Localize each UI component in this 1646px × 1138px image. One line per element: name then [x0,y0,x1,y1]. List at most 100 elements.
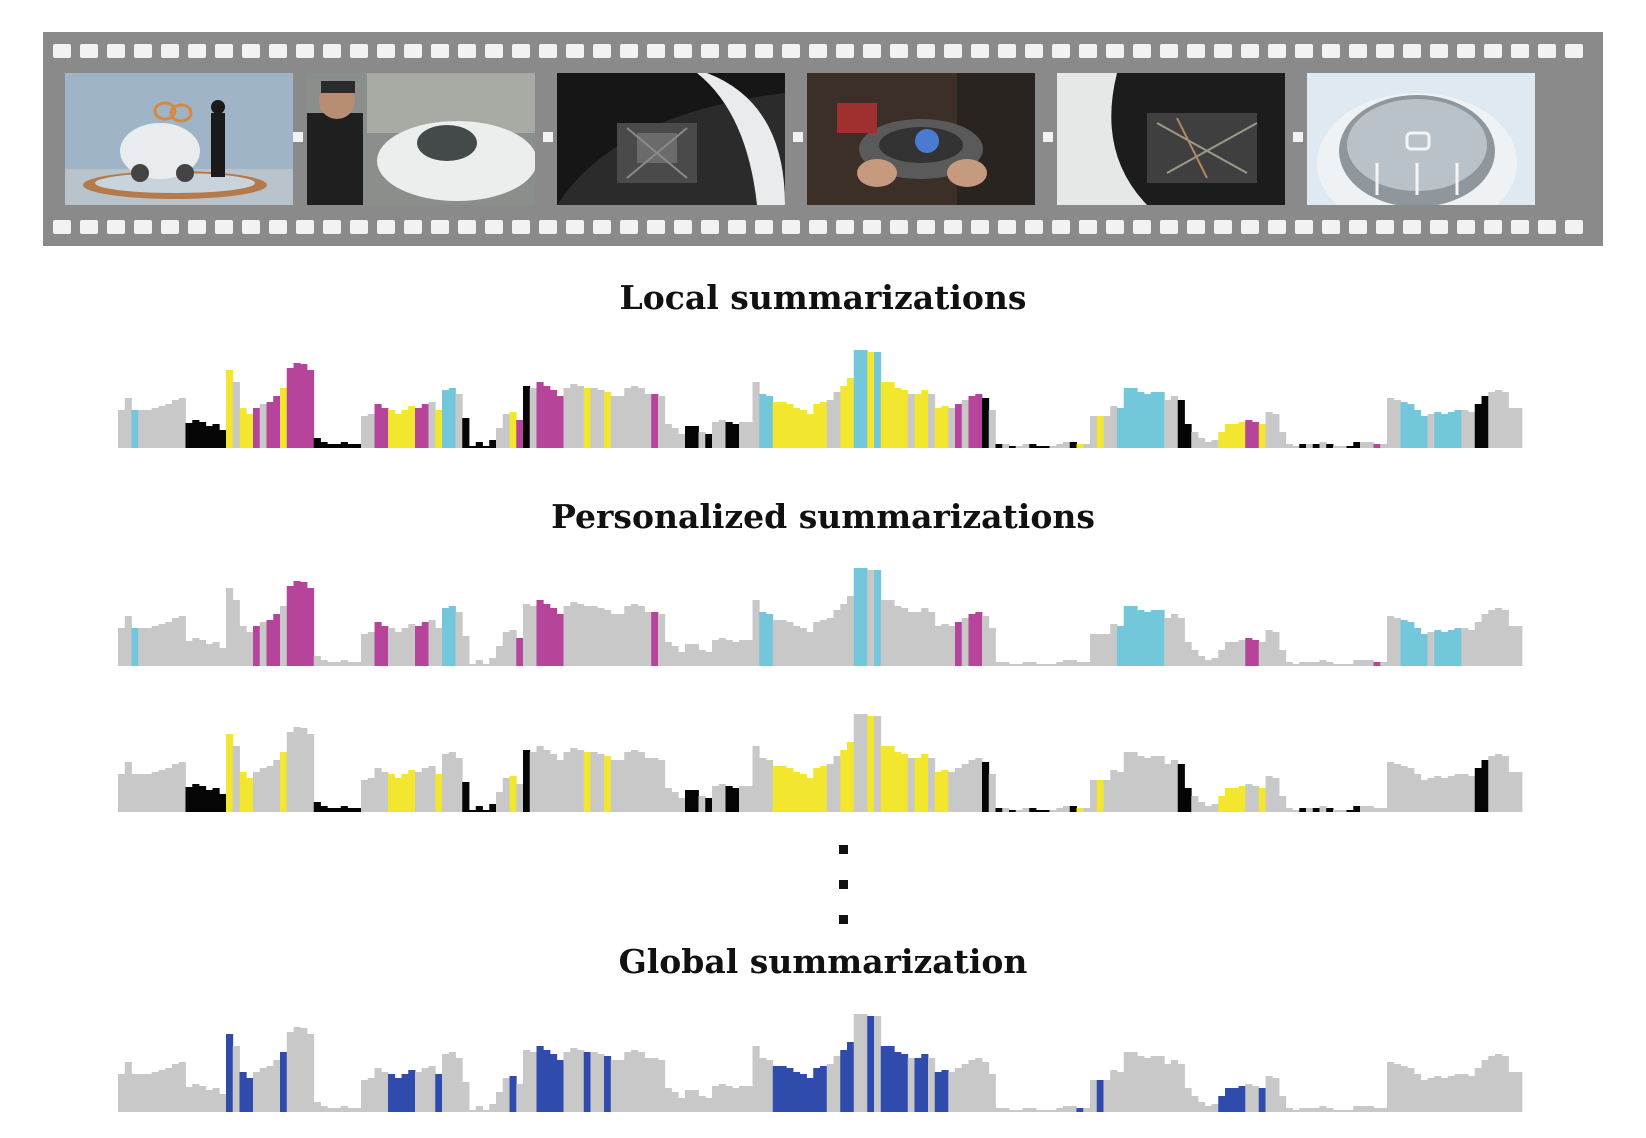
segment-bar [401,774,409,812]
segment-bar [860,1014,868,1112]
segment-bar [253,772,261,812]
segment-bar [232,1046,240,1112]
segment-bar [644,758,652,812]
segment-bar [982,398,990,448]
segment-bar [313,438,321,448]
segment-bar [469,810,477,812]
segment-bar [313,1102,321,1112]
segment-bar [1380,662,1388,666]
segment-bar [293,727,301,812]
segment-bar [604,1056,612,1112]
segment-bar [455,612,463,666]
segment-bar [118,628,126,666]
segment-bar [327,662,335,666]
segment-bar [813,1068,821,1112]
segment-bar [685,790,693,812]
film-perforation [1511,44,1529,58]
segment-bar [752,1046,760,1112]
segment-bar [793,626,801,666]
segment-bar [293,581,301,666]
segment-bar [280,388,288,448]
segment-bar [1015,446,1023,448]
segment-bar [745,1086,753,1112]
segment-bar [1508,772,1516,812]
segment-bar [1090,780,1098,812]
segment-bar [880,746,888,812]
segment-bar [712,786,720,812]
segment-bar [955,1068,963,1112]
segment-bar [1252,640,1260,666]
segment-bar [691,790,699,812]
segment-bar [1056,808,1064,812]
segment-bar [529,606,537,666]
film-perforation [512,44,530,58]
segment-bar [1022,1108,1030,1112]
segment-bar [1069,442,1077,448]
segment-bar [516,1084,524,1112]
segment-bar [462,1082,470,1112]
segment-bar [1481,1060,1489,1112]
segment-bar [982,616,990,666]
segment-bar [145,774,153,812]
segment-bar [583,752,591,812]
segment-bar [1461,1074,1469,1112]
segment-bar [482,446,490,448]
segment-bar [826,1064,834,1112]
segment-bar [178,398,186,448]
segment-bar [1468,1076,1476,1112]
segment-bar [1468,776,1476,812]
car-engine-closeup-frame-icon [557,73,785,205]
segment-bar [597,754,605,812]
segment-bar [826,400,834,448]
segment-bar [550,608,558,666]
segment-bar [1029,808,1037,812]
segment-bar [361,634,369,666]
segment-bar [1204,660,1212,666]
segment-bar [361,780,369,812]
film-perforation [755,44,773,58]
segment-bar [482,664,490,666]
segment-bar [637,606,645,666]
segment-bar [1252,1086,1260,1112]
film-perforation [107,220,125,234]
segment-bar [1333,446,1341,448]
segment-bar [340,1106,348,1112]
segment-bar [138,410,146,448]
segment-bar [482,1110,490,1112]
segment-bar [1063,1106,1071,1112]
segment-bar [1063,806,1071,812]
segment-bar [165,622,173,666]
segment-bar [1211,1104,1219,1112]
segment-bar [1414,1074,1422,1112]
segment-bar [246,632,254,666]
segment-bar [205,1090,213,1112]
film-perforation [998,44,1016,58]
segment-bar [745,640,753,666]
segment-bar [300,364,308,448]
segment-bar [205,790,213,812]
segment-bar [475,806,483,812]
segment-bar [232,382,240,448]
segment-bar [975,612,983,666]
film-perforation [890,44,908,58]
segment-bar [624,1052,632,1112]
segment-bar [570,748,578,812]
local-summarizations-title: Local summarizations [619,278,1027,317]
segment-bar [1009,446,1017,448]
segment-bar [624,388,632,448]
segment-bar [664,1088,672,1112]
segment-bar [691,426,699,448]
segment-bar [678,434,686,448]
film-perforation [782,220,800,234]
segment-bar [739,422,747,448]
segment-bar [610,396,618,448]
summary-bar-chart [118,350,1523,448]
segment-bar [1231,642,1239,666]
segment-bar [428,620,436,666]
segment-bar [1036,446,1044,448]
segment-bar [806,1078,814,1112]
segment-bar [732,642,740,666]
segment-bar [151,408,159,448]
segment-bar [590,752,598,812]
film-perforation [701,220,719,234]
